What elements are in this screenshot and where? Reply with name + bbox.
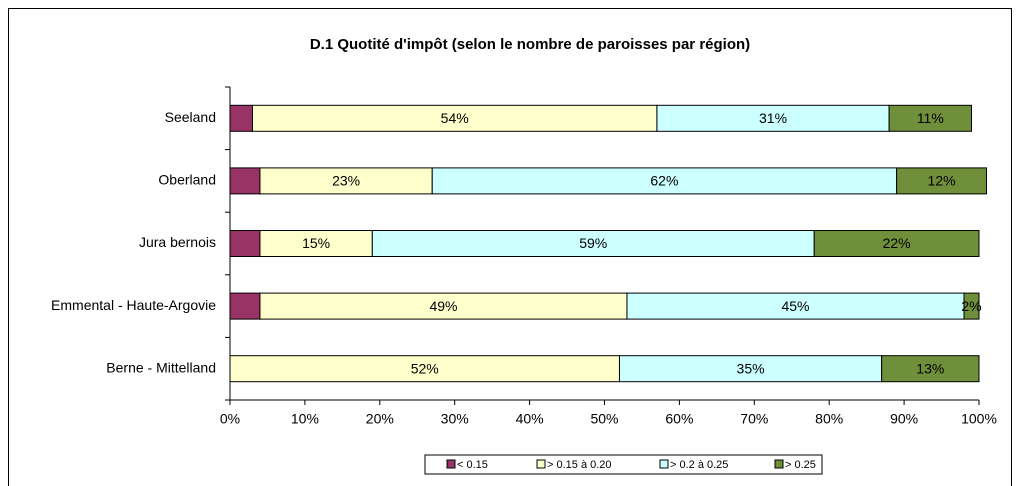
x-tick-label: 10%	[291, 411, 319, 427]
x-tick-label: 40%	[516, 411, 544, 427]
y-tick-label: Oberland	[158, 172, 216, 188]
data-label: 11%	[917, 110, 944, 126]
bar-segment	[229, 230, 261, 257]
legend-label: > 0.15 à 0.20	[547, 459, 612, 471]
bar-segment	[656, 104, 890, 132]
bar-segment	[229, 355, 620, 383]
data-label: 62%	[650, 173, 678, 189]
legend-label: > 0.25	[785, 459, 816, 471]
bar-segment	[626, 292, 965, 320]
chart-title: D.1 Quotité d'impôt (selon le nombre de …	[310, 36, 750, 53]
bar-segment	[229, 167, 261, 195]
bar-segment	[813, 230, 980, 257]
bar-segment	[259, 167, 433, 195]
data-label: 23%	[332, 173, 360, 189]
x-tick-label: 30%	[441, 411, 469, 427]
bar-segment	[229, 104, 253, 132]
x-tick-label: 70%	[740, 411, 768, 427]
data-label: 12%	[928, 173, 956, 189]
legend-swatch	[536, 459, 546, 469]
bar-segment	[251, 104, 658, 132]
x-tick-label: 100%	[961, 411, 997, 427]
bar-segment	[259, 230, 373, 257]
bar-segment	[963, 292, 980, 320]
legend-swatch	[446, 459, 456, 469]
legend-box	[424, 454, 823, 475]
y-tick-label: Jura bernois	[139, 234, 216, 250]
bar-segment	[896, 167, 987, 195]
data-label: 45%	[781, 298, 809, 314]
bar-segment	[229, 292, 261, 320]
data-label: 54%	[441, 110, 469, 126]
legend-swatch	[774, 459, 784, 469]
y-tick-label: Emmental - Haute-Argovie	[51, 297, 216, 313]
data-label: 31%	[759, 110, 787, 126]
x-tick-label: 60%	[665, 411, 693, 427]
bar-segment	[618, 355, 883, 383]
data-label: 13%	[916, 360, 944, 376]
x-tick-label: 0%	[220, 411, 240, 427]
x-tick-label: 80%	[815, 411, 843, 427]
bar-segment	[259, 292, 628, 320]
y-tick-label: Berne - Mittelland	[106, 359, 216, 375]
x-tick-label: 50%	[590, 411, 618, 427]
bar-segment	[431, 167, 898, 195]
legend-swatch	[659, 459, 669, 469]
x-tick-label: 90%	[890, 411, 918, 427]
x-tick-label: 20%	[366, 411, 394, 427]
data-label: 22%	[883, 235, 911, 251]
bar-segment	[888, 104, 973, 132]
legend-label: > 0.2 à 0.25	[670, 459, 728, 471]
data-label: 35%	[737, 360, 765, 376]
bar-segment	[881, 355, 980, 383]
data-label: 15%	[302, 235, 330, 251]
data-label: 49%	[429, 298, 457, 314]
data-label: 59%	[579, 235, 607, 251]
data-label: 2%	[961, 298, 981, 314]
bar-segment	[371, 230, 815, 257]
legend-label: < 0.15	[457, 459, 488, 471]
data-label: 52%	[411, 360, 439, 376]
y-tick-label: Seeland	[165, 109, 216, 125]
